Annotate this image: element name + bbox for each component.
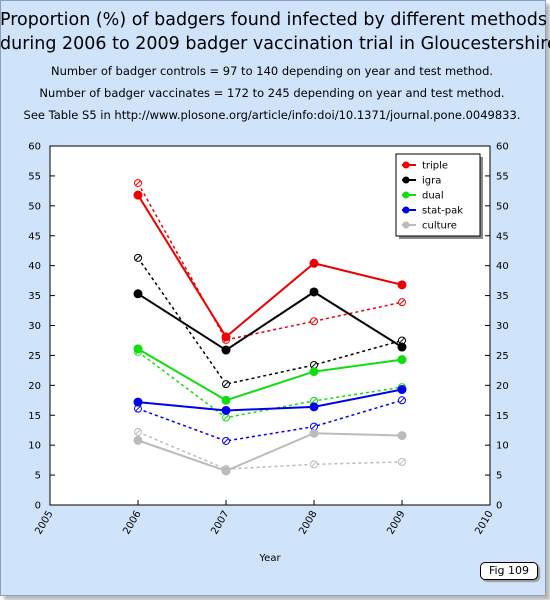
- y-tick-label-left: 30: [28, 321, 41, 332]
- point-slash-stat-pak: [135, 405, 141, 412]
- point-slash-triple: [135, 180, 141, 186]
- y-tick-label-left: 60: [28, 142, 41, 153]
- point-culture-controls: [221, 466, 231, 476]
- x-tick-label: 2009: [385, 509, 407, 537]
- series-layer: [133, 179, 407, 476]
- point-dual-controls: [397, 355, 407, 365]
- legend-swatch-marker-culture: [402, 221, 410, 229]
- y-tick-label-left: 25: [28, 351, 41, 362]
- point-igra-controls: [221, 345, 231, 355]
- y-tick-label-left: 20: [28, 381, 41, 392]
- y-tick-label-left: 5: [35, 471, 41, 482]
- series-line-igra-controls: [137, 290, 403, 352]
- y-tick-label-right: 5: [496, 471, 502, 482]
- legend-swatch-marker-igra: [402, 176, 410, 184]
- y-tick-label-right: 20: [496, 381, 509, 392]
- point-slash-igra: [223, 381, 229, 387]
- series-line-culture-controls: [137, 432, 403, 472]
- x-tick-label: 2007: [209, 509, 231, 537]
- y-tick-label-right: 55: [496, 171, 509, 182]
- point-slash-stat-pak: [311, 423, 317, 430]
- legend: triple igra dual stat-pak culture: [395, 153, 483, 239]
- x-tick-label: 2008: [297, 509, 319, 537]
- series-line-dual-vaccinates: [137, 351, 403, 419]
- series-line-triple-vaccinates: [137, 182, 403, 341]
- chart-title-line2: during 2006 to 2009 badger vaccination t…: [0, 34, 550, 54]
- y-tick-label-left: 10: [28, 441, 41, 452]
- point-dual-controls: [309, 367, 319, 377]
- x-tick-label: 2005: [33, 509, 55, 537]
- point-dual-controls: [221, 395, 231, 405]
- figure-number-badge: Fig 109: [480, 562, 538, 580]
- point-culture-controls: [309, 428, 319, 438]
- legend-label-triple: triple: [422, 161, 448, 172]
- note-vaccinates: Number of badger vaccinates = 172 to 245…: [39, 86, 505, 100]
- point-slash-culture: [311, 461, 317, 468]
- point-stat-pak-controls: [221, 405, 231, 415]
- point-igra-controls: [309, 287, 319, 297]
- point-slash-culture: [135, 429, 141, 435]
- legend-label-igra: igra: [422, 176, 441, 187]
- point-slash-dual: [223, 414, 229, 421]
- point-triple-controls: [309, 258, 319, 268]
- y-tick-label-left: 35: [28, 291, 41, 302]
- point-slash-igra: [135, 255, 141, 261]
- y-tick-label-left: 40: [28, 261, 41, 272]
- point-igra-controls: [133, 289, 143, 299]
- point-stat-pak-controls: [133, 397, 143, 407]
- point-slash-triple: [399, 299, 405, 306]
- x-axis-label: Year: [258, 553, 281, 564]
- point-stat-pak-controls: [397, 385, 407, 395]
- point-igra-controls: [397, 342, 407, 352]
- point-stat-pak-controls: [309, 402, 319, 412]
- y-tick-label-right: 15: [496, 411, 509, 422]
- y-tick-label-right: 45: [496, 231, 509, 242]
- point-triple-controls: [133, 190, 143, 200]
- point-triple-controls: [397, 280, 407, 290]
- point-slash-dual: [311, 398, 317, 404]
- point-slash-culture: [399, 459, 405, 465]
- y-tick-label-right: 60: [496, 142, 509, 153]
- y-tick-label-right: 50: [496, 201, 509, 212]
- y-tick-label-right: 0: [496, 501, 502, 512]
- y-tick-label-right: 30: [496, 321, 509, 332]
- point-dual-controls: [133, 344, 143, 354]
- legend-label-culture: culture: [422, 221, 457, 232]
- y-tick-label-left: 55: [28, 171, 41, 182]
- y-tick-label-right: 10: [496, 441, 509, 452]
- series-line-stat-pak-controls: [137, 388, 403, 412]
- series-line-igra-vaccinates: [137, 257, 403, 385]
- y-tick-label-left: 0: [35, 501, 41, 512]
- y-tick-label-left: 15: [28, 411, 41, 422]
- point-slash-igra: [311, 362, 317, 368]
- y-tick-label-left: 45: [28, 231, 41, 242]
- legend-label-dual: dual: [422, 191, 444, 202]
- point-culture-controls: [397, 431, 407, 441]
- point-slash-igra: [399, 337, 405, 344]
- legend-swatch-marker-triple: [402, 161, 410, 169]
- x-tick-label: 2006: [121, 509, 143, 537]
- point-slash-triple: [311, 318, 317, 325]
- series-line-culture-vaccinates: [137, 431, 403, 470]
- y-tick-label-left: 50: [28, 201, 41, 212]
- legend-swatch-marker-dual: [402, 191, 410, 199]
- point-slash-stat-pak: [399, 397, 405, 404]
- note-reference: See Table S5 in http://www.plosone.org/a…: [23, 108, 521, 122]
- point-culture-controls: [133, 435, 143, 445]
- y-tick-label-right: 35: [496, 291, 509, 302]
- point-triple-controls: [221, 332, 231, 342]
- chart-title-line1: Proportion (%) of badgers found infected…: [0, 10, 547, 30]
- y-tick-label-right: 25: [496, 351, 509, 362]
- point-slash-stat-pak: [223, 438, 229, 444]
- note-controls: Number of badger controls = 97 to 140 de…: [50, 64, 494, 78]
- x-tick-label: 2010: [473, 509, 495, 537]
- legend-swatch-marker-stat-pak: [402, 206, 410, 214]
- series-line-stat-pak-vaccinates: [137, 399, 403, 442]
- legend-label-stat-pak: stat-pak: [422, 206, 463, 217]
- series-line-dual-controls: [137, 347, 403, 402]
- y-tick-label-right: 40: [496, 261, 509, 272]
- series-line-triple-controls: [137, 194, 403, 339]
